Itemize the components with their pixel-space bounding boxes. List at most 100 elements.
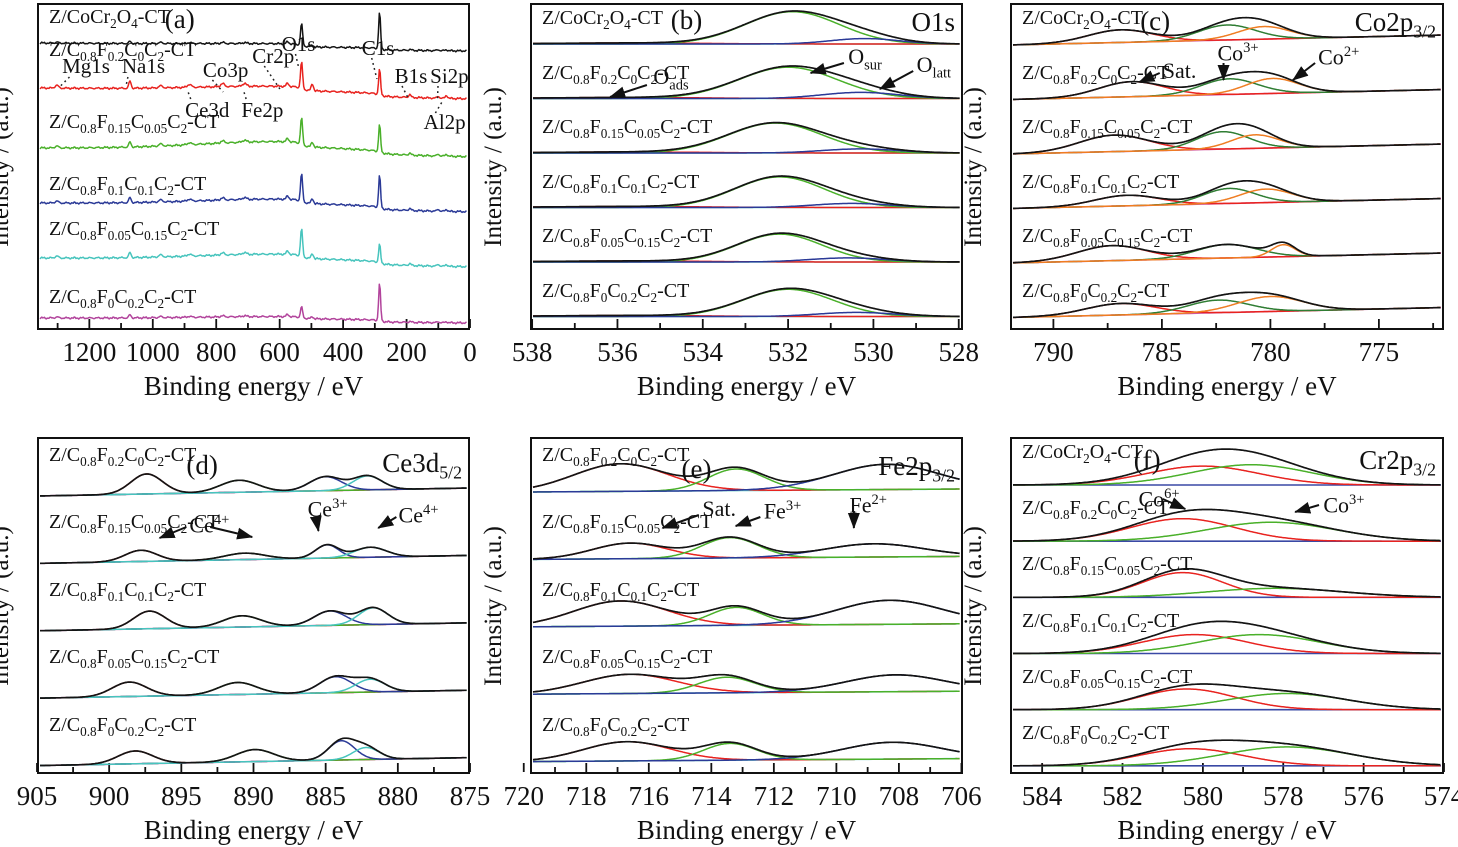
element-leader-line (187, 91, 192, 100)
element-leader-line (58, 76, 71, 88)
sample-label: Z/C0.8F0.05C0.15C2-CT (49, 218, 220, 243)
x-axis-ticks (531, 319, 960, 328)
element-label-al2p: Al2p (423, 110, 466, 134)
sample-label: Z/C0.8F0.15C0.05C2-CT (542, 116, 713, 141)
envelope-0 (40, 473, 467, 497)
x-tick-label: 528 (938, 337, 979, 367)
x-tick-label: 536 (597, 337, 638, 367)
envelope-4 (1013, 683, 1441, 711)
panel-letter-e: (e) (681, 454, 712, 484)
x-axis-ticks (522, 763, 963, 772)
envelope-1 (533, 536, 960, 560)
envelope-4 (1012, 241, 1441, 264)
sample-label: Z/C0.8F0C0.2C2-CT (542, 279, 690, 305)
y-axis-title: Intensity / (a.u.) (0, 86, 14, 247)
sample-label: Z/C0.8F0.1C0.1C2-CT (542, 170, 700, 196)
envelope-2 (1013, 122, 1441, 155)
x-tick-label: 785 (1141, 337, 1183, 367)
element-leader-line (401, 85, 409, 98)
sample-label: Z/CoCr2O4-CT (1022, 441, 1143, 466)
sample-label: Z/C0.8F0C0.2C2-CT (49, 286, 197, 311)
envelope-5 (1013, 739, 1441, 767)
panel-a-plot (37, 3, 471, 330)
x-tick-label: 880 (377, 781, 419, 811)
sample-label: Z/C0.8F0C0.2C2-CT (1022, 279, 1170, 305)
x-tick-label: 538 (511, 337, 553, 367)
sample-label: Z/C0.8F0.05C0.15C2-CT (1022, 225, 1193, 250)
element-label-mg1s: Mg1s (62, 54, 110, 78)
element-label-ce3d: Ce3d (185, 98, 230, 122)
panel-letter-d: (d) (186, 450, 218, 480)
panel-title-f: Cr2p3/2 (1359, 445, 1436, 480)
annotation-sat: Sat. (1162, 58, 1197, 83)
sample-label: Z/C0.8F0.05C0.15C2-CT (542, 646, 713, 672)
panel-title-e: Fe2p3/2 (878, 451, 955, 486)
sample-label: Z/C0.8F0.1C0.1C2-CT (49, 173, 207, 198)
annotation-olatt: Olatt (916, 52, 952, 82)
x-axis-title: Binding energy / eV (1117, 815, 1337, 845)
envelope-2 (532, 599, 960, 624)
x-tick-label: 574 (1423, 781, 1458, 811)
sample-label: Z/C0.8F0.05C0.15C2-CT (1022, 665, 1193, 691)
envelope-4 (533, 232, 960, 263)
annotation-arrow (1292, 62, 1316, 81)
annotation-fe3: Fe3+ (763, 498, 802, 524)
annotation-arrow (158, 526, 187, 539)
x-tick-label: 714 (691, 781, 732, 811)
annotation-arrow (377, 515, 397, 529)
x-tick-label: 900 (88, 781, 130, 811)
x-tick-label: 0 (463, 337, 477, 367)
component-0-2 (533, 37, 960, 45)
panel-b-plot (530, 3, 963, 330)
envelope-1 (1013, 508, 1441, 542)
x-tick-label: 580 (1182, 781, 1224, 811)
envelope-2 (1013, 567, 1441, 599)
x-tick-label: 1200 (62, 337, 117, 367)
x-tick-label: 712 (753, 781, 795, 811)
envelope-3 (533, 175, 960, 209)
component-2-0 (40, 610, 467, 632)
sample-label: Z/C0.8F0.15C0.05C2-CT (1022, 553, 1193, 579)
x-tick-label: 895 (161, 781, 202, 811)
x-axis-title: Binding energy / eV (143, 815, 364, 845)
panel-title-c: Co2p3/2 (1354, 7, 1436, 42)
x-tick-label: 885 (305, 781, 346, 811)
envelope-3 (40, 674, 467, 699)
sample-label: Z/C0.8F0.1C0.1C2-CT (1022, 170, 1180, 196)
sample-label: Z/C0.8F0C0.2C2-CT (1022, 721, 1170, 747)
x-tick-label: 578 (1263, 781, 1304, 811)
sample-label: Z/C0.8F0.1C0.1C2-CT (1022, 609, 1180, 635)
annotation-co3: Co3+ (1217, 40, 1259, 66)
panel-title-d: Ce3d5/2 (382, 448, 462, 483)
annotation-co2: Co2+ (1318, 44, 1360, 70)
element-label-cr2p: Cr2p (252, 44, 295, 68)
envelope-3 (1012, 620, 1441, 655)
sample-label: Z/CoCr2O4-CT (1022, 7, 1143, 32)
survey-curve-4 (39, 228, 467, 269)
annotation-arrow (734, 515, 761, 527)
component-3-0 (532, 673, 960, 694)
y-axis-title: Intensity / (a.u.) (960, 86, 987, 247)
annotation-sat: Sat. (702, 496, 736, 521)
panel-letter-b: (b) (670, 5, 703, 35)
component-2-2 (40, 610, 467, 632)
annotation-co3: Co3+ (1323, 492, 1365, 518)
x-tick-label: 716 (628, 781, 670, 811)
envelope-4 (532, 740, 960, 761)
envelope-4 (40, 737, 467, 767)
component-1-2 (533, 91, 960, 100)
sample-label: Z/C0.8F0.2C0C2-CT (542, 61, 690, 87)
plot-frame (530, 437, 963, 774)
annotation-arrow (609, 84, 648, 99)
x-tick-label: 710 (816, 781, 857, 811)
x-tick-label: 780 (1250, 337, 1291, 367)
x-tick-label: 708 (878, 781, 920, 811)
sample-label: Z/C0.8F0.2C0C2-CT (1022, 497, 1170, 523)
x-tick-label: 600 (259, 337, 300, 367)
envelope-0 (532, 462, 960, 489)
x-axis-ticks (1041, 763, 1445, 772)
sample-label: Z/C0.8F0C0.2C2-CT (542, 713, 690, 739)
element-label-fe2p: Fe2p (241, 98, 284, 122)
x-tick-label: 1000 (125, 337, 180, 367)
